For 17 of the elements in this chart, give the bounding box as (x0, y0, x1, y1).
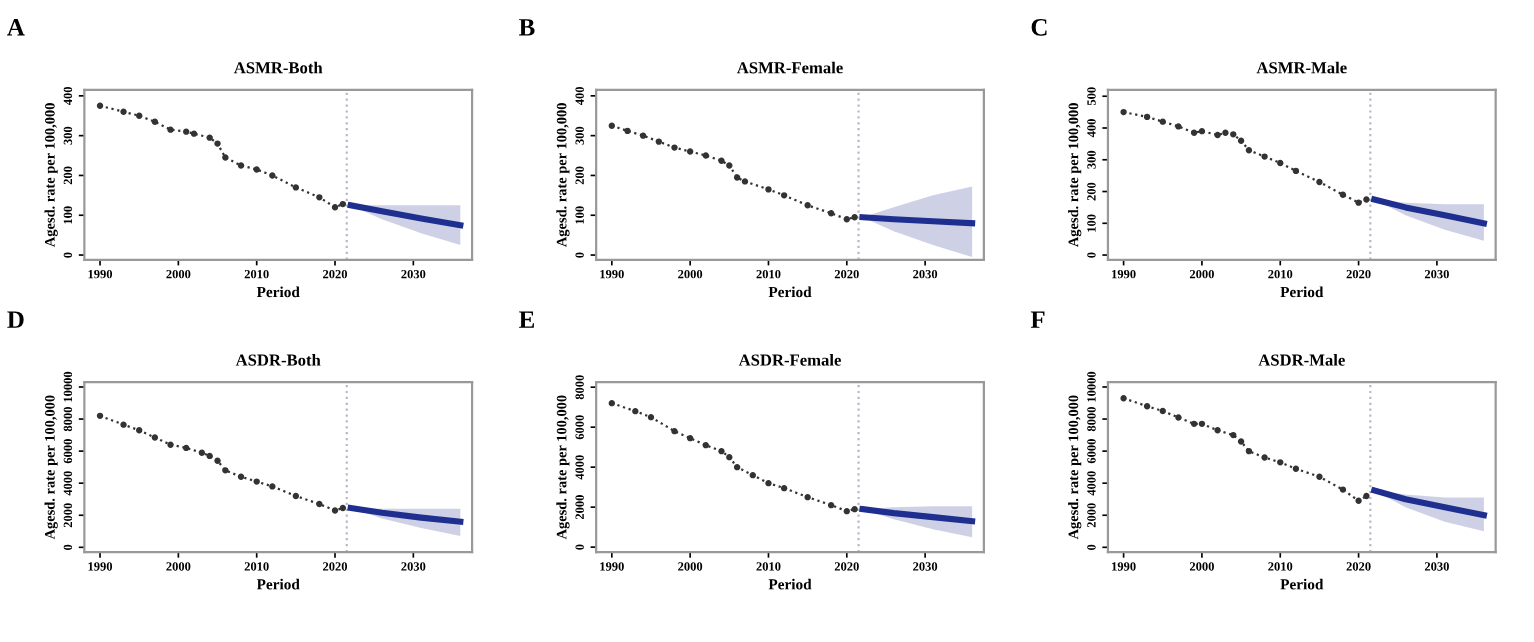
text: B (519, 19, 535, 36)
text: D (7, 311, 24, 328)
chart-title: ASMR-Male (1256, 61, 1347, 74)
chart-title: ASDR-Female (738, 353, 841, 366)
line-series (347, 504, 464, 525)
line-series (859, 506, 976, 525)
text: E (519, 311, 534, 328)
chart-title: ASMR-Female (736, 61, 843, 74)
line-series (1371, 487, 1487, 519)
chart-title: ASDR-Male (1258, 353, 1345, 366)
line-series (1371, 196, 1487, 227)
chart-title: ASMR-Both (233, 61, 323, 74)
text: F (1030, 311, 1045, 328)
chart-title: ASDR-Both (235, 353, 321, 366)
line-series (347, 202, 464, 229)
text: C (1031, 18, 1047, 36)
text: A (7, 18, 25, 36)
